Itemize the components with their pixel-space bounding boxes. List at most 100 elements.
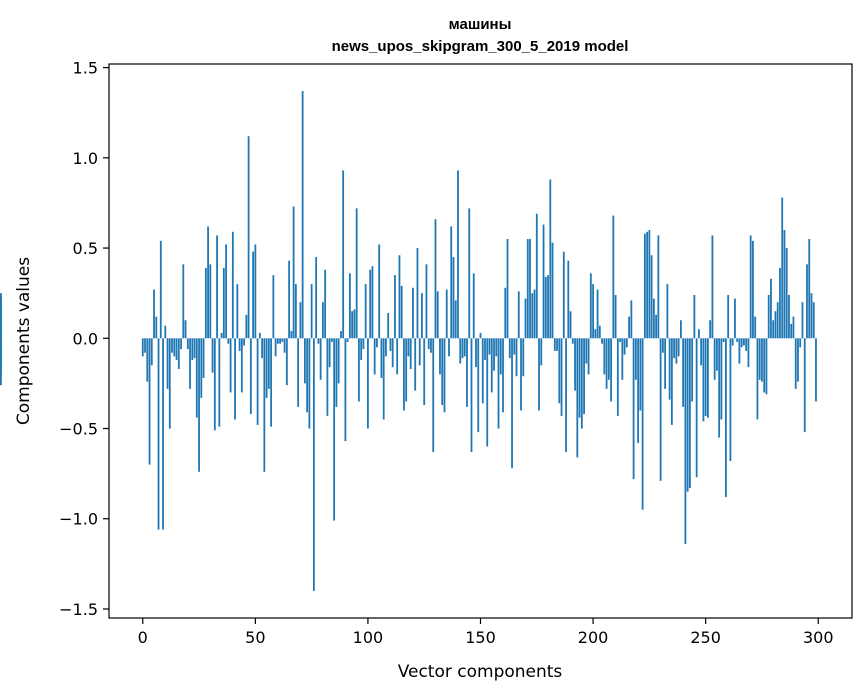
y-tick-label: 1.0 — [73, 149, 98, 168]
bar — [788, 294, 790, 339]
x-axis: 0 50 100 150 200 250 300 — [138, 618, 834, 647]
bar — [430, 338, 432, 353]
bar — [799, 338, 802, 348]
x-tick-label: 250 — [690, 628, 721, 647]
bar — [812, 302, 815, 339]
bar — [427, 338, 430, 350]
bar — [682, 338, 685, 407]
bar — [490, 338, 493, 393]
bar — [272, 275, 275, 339]
bar — [299, 302, 302, 339]
bar — [382, 338, 385, 420]
x-tick-label: 100 — [353, 628, 384, 647]
plot-frame — [108, 63, 853, 619]
bar — [578, 338, 581, 418]
bar — [716, 338, 718, 371]
y-tick-label: −1.0 — [59, 510, 98, 529]
bar — [245, 314, 248, 339]
x-tick-label: 150 — [465, 628, 496, 647]
bar — [767, 294, 770, 339]
bar — [576, 338, 579, 458]
bar — [540, 338, 543, 366]
bar — [414, 338, 417, 391]
bar — [508, 338, 511, 359]
bar — [229, 338, 232, 393]
bar — [432, 338, 435, 452]
bar — [256, 338, 259, 425]
bar — [596, 289, 599, 339]
bar — [328, 338, 331, 368]
bar — [364, 284, 367, 339]
bar — [310, 284, 313, 339]
bar — [168, 338, 171, 429]
bar — [0, 293, 2, 339]
bar — [247, 136, 250, 339]
bar — [423, 338, 426, 406]
bar — [146, 338, 149, 382]
bar — [529, 239, 531, 339]
bar — [216, 235, 218, 339]
bar — [261, 338, 263, 359]
x-tick-label: 300 — [803, 628, 834, 647]
bar — [416, 248, 419, 339]
bar — [267, 338, 270, 389]
bar — [333, 338, 336, 521]
bar — [587, 338, 590, 375]
bar — [547, 275, 549, 339]
bar — [632, 338, 635, 480]
bar — [810, 293, 813, 339]
bar — [574, 338, 576, 391]
bar — [698, 329, 700, 339]
bar — [614, 294, 617, 339]
bar — [650, 255, 653, 339]
bar — [565, 338, 567, 452]
bar — [722, 338, 725, 342]
bar — [700, 338, 703, 366]
bar — [779, 267, 781, 339]
bar — [481, 338, 484, 404]
bar — [166, 338, 169, 389]
bar — [254, 244, 257, 339]
bar — [668, 338, 671, 400]
bar — [772, 320, 775, 339]
bar — [180, 338, 182, 350]
bar — [274, 338, 277, 357]
bar — [472, 273, 475, 339]
bar — [436, 291, 439, 339]
bar — [794, 338, 797, 389]
bar — [288, 260, 291, 339]
bar — [450, 226, 453, 339]
bar — [763, 338, 766, 393]
bar — [281, 338, 284, 342]
bar — [409, 338, 412, 369]
bar — [301, 91, 304, 339]
bar — [670, 338, 673, 425]
bar — [353, 309, 356, 339]
bar — [643, 233, 646, 339]
bar — [612, 215, 615, 339]
bar — [729, 338, 732, 461]
bar — [182, 264, 185, 339]
bar — [610, 338, 612, 402]
bar — [398, 255, 401, 339]
bar — [466, 338, 468, 407]
bar — [603, 338, 606, 375]
bar — [285, 338, 288, 386]
x-tick-label: 50 — [245, 628, 265, 647]
bar — [684, 338, 687, 545]
bar — [292, 206, 295, 339]
bar — [340, 331, 342, 339]
bar — [418, 338, 421, 366]
bar — [749, 235, 752, 339]
bar — [234, 338, 236, 420]
bar — [569, 311, 572, 339]
bar — [378, 244, 381, 339]
bar — [756, 338, 759, 420]
bar — [738, 338, 741, 364]
bar — [707, 338, 709, 418]
bar — [213, 338, 216, 431]
bar — [589, 273, 592, 339]
bar — [585, 338, 588, 364]
bar — [752, 240, 754, 339]
bar — [227, 338, 230, 344]
